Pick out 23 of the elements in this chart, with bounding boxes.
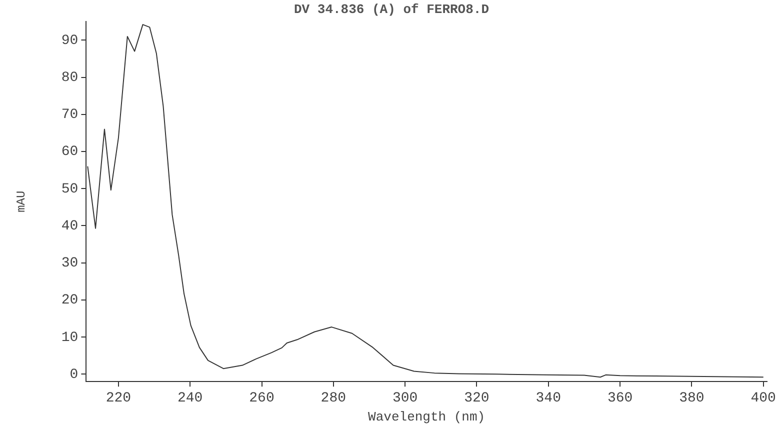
y-tick-label: 90 [61,32,78,49]
y-tick-label: 80 [61,70,78,86]
y-axis-title: mAU [14,190,28,212]
y-tick-label: 70 [61,107,78,124]
x-tick-label: 280 [320,390,346,407]
y-tick-label: 20 [61,292,78,309]
x-tick-label: 300 [392,390,418,407]
y-tick-label: 0 [70,366,78,383]
x-tick-label: 220 [106,390,132,407]
y-tick-label: 60 [61,144,78,160]
y-tick-label: 50 [61,181,78,198]
y-tick-label: 30 [61,256,78,272]
y-tick-label: 10 [61,330,78,346]
x-axis-title: Wavelength (nm) [368,410,486,425]
x-tick-label: 400 [750,390,776,407]
x-tick-label: 380 [679,390,704,407]
x-tick-label: 340 [536,390,562,407]
x-tick-label: 360 [607,390,633,407]
x-tick-label: 320 [464,390,490,407]
x-tick-label: 260 [249,390,274,407]
x-tick-label: 240 [177,390,203,407]
y-tick-label: 40 [61,218,78,234]
chart-title: DV 34.836 (A) of FERRO8.D [294,2,490,18]
